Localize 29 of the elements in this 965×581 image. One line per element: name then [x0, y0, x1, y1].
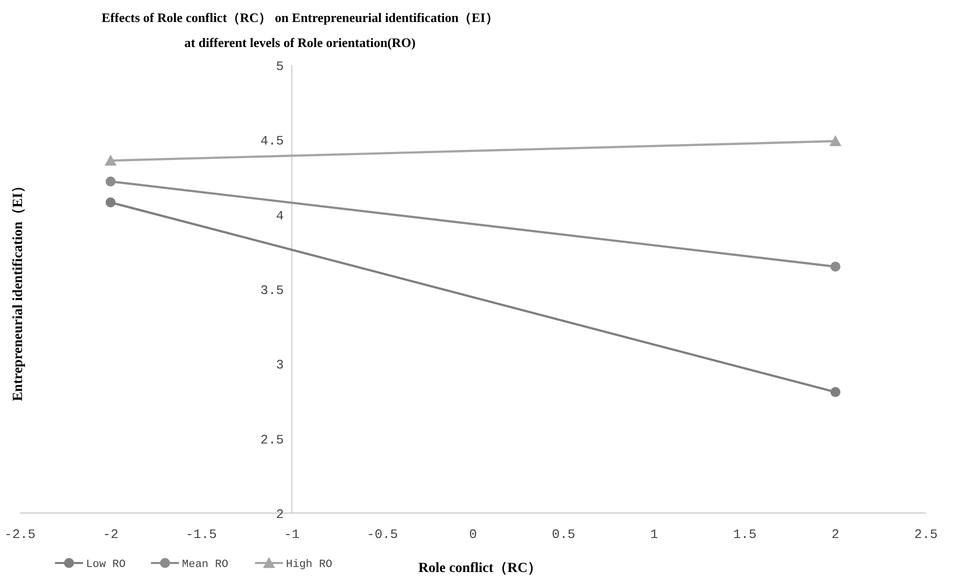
y-tick-label: 5	[276, 59, 284, 74]
y-tick-label: 3.5	[260, 283, 284, 298]
x-tick-label: -2.5	[4, 527, 36, 542]
chart-title: Effects of Role conflict（RC） on Entrepreneurial identification（EI）	[102, 10, 498, 25]
x-tick-label: -2	[102, 527, 118, 542]
x-tick-label: 0	[469, 527, 477, 542]
legend-label: Mean RO	[182, 559, 229, 571]
x-tick-label: 2	[831, 527, 840, 542]
y-tick-label: 4.5	[260, 134, 284, 149]
point	[106, 176, 116, 186]
legend-label: Low RO	[86, 559, 126, 571]
x-tick-label: -0.5	[366, 527, 398, 542]
x-tick-label: 0.5	[552, 527, 576, 542]
x-tick-label: -1	[284, 527, 300, 542]
y-axis-title: Entrepreneurial identification（EI）	[11, 178, 26, 402]
y-tick-label: 2.5	[260, 432, 284, 448]
chart-subtitle: at different levels of Role orientation(RO)	[184, 35, 416, 50]
x-tick-label: 2.5	[914, 527, 938, 542]
x-axis-title: Role conflict（RC）	[418, 561, 542, 576]
legend-label: High RO	[286, 559, 333, 571]
y-tick-label: 3	[276, 358, 284, 373]
y-tick-label: 4	[276, 208, 284, 224]
point	[106, 197, 116, 208]
point	[830, 262, 840, 272]
x-tick-label: 1.5	[733, 527, 757, 542]
y-tick-label: 2	[276, 507, 284, 522]
x-tick-label: -1.5	[186, 527, 217, 542]
point	[830, 387, 840, 398]
x-tick-label: 1	[650, 527, 658, 542]
